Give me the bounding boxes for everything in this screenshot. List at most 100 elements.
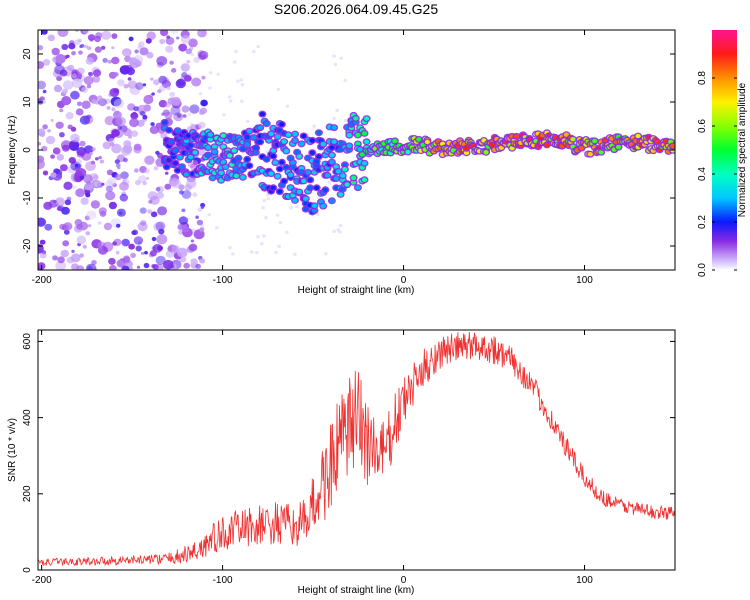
spectrogram-noise-blob [71, 51, 76, 56]
spectrogram-ridge-blob [298, 141, 305, 147]
spectrogram-noise-blob [38, 244, 44, 254]
spectrogram-ridge-blob [490, 142, 496, 148]
spectrogram-noise-blob [171, 245, 180, 253]
spectrogram-noise-blob [53, 200, 57, 204]
spectrogram-noise-blob [156, 185, 165, 193]
spectrogram-noise-blob [71, 249, 75, 253]
spectrogram-ridge-blob [598, 150, 604, 155]
spectrogram-noise-blob [343, 78, 348, 82]
spectrogram-ridge-blob [331, 139, 337, 144]
spectrogram-noise-blob [181, 225, 189, 233]
spectrogram-noise-blob [133, 145, 142, 154]
spectrogram-noise-blob [76, 150, 85, 158]
spectrogram-noise-blob [188, 73, 192, 77]
snr-plot-area [38, 330, 675, 570]
spectrogram-noise-blob [103, 222, 112, 231]
spectrogram-noise-blob [80, 43, 85, 48]
spectrogram-ridge-blob [314, 185, 320, 190]
spectrogram-noise-blob [142, 181, 147, 186]
spectrogram-noise-blob [50, 172, 57, 178]
spectrogram-ridge-blob [244, 134, 250, 140]
spectrogram-noise-blob [180, 35, 191, 44]
spectrogram-noise-blob [114, 173, 122, 181]
spectrogram-noise-blob [110, 142, 115, 147]
spectrogram-noise-blob [97, 95, 103, 100]
spectrogram-noise-blob [99, 159, 105, 164]
spectrogram-noise-blob [140, 251, 145, 255]
spectrogram-ridge-blob [309, 150, 315, 155]
spectrogram-noise-blob [158, 99, 168, 108]
spectrogram-noise-blob [105, 185, 113, 193]
spectrogram-noise-blob [134, 168, 139, 173]
spectrogram-noise-blob [228, 246, 232, 250]
spectrogram-ridge-blob [172, 148, 179, 153]
spectrogram-noise-blob [76, 235, 87, 245]
spectrogram-noise-blob [240, 99, 244, 103]
spectrogram-noise-blob [179, 190, 184, 195]
spectrogram-ridge-blob [168, 139, 174, 145]
spectrogram-noise-blob [130, 130, 139, 137]
spectrogram-noise-blob [215, 226, 219, 230]
spectrogram-noise-blob [336, 228, 341, 232]
spectrogram-ridge-blob [592, 138, 598, 144]
spectrogram-noise-blob [111, 56, 120, 65]
spectrogram-noise-blob [98, 207, 107, 215]
spectrogram-ridge-blob [355, 185, 361, 190]
spectrogram-noise-blob [73, 224, 83, 233]
spectrogram-noise-blob [115, 163, 121, 168]
spectrogram-noise-blob [316, 212, 320, 217]
spectrogram-noise-blob [196, 147, 206, 156]
spectrogram-ridge-blob [303, 196, 309, 201]
spectrogram-ridge-blob [244, 142, 250, 147]
spectrogram-noise-blob [191, 228, 196, 232]
spectrogram-ridge-blob [253, 150, 259, 155]
spectrogram-noise-blob [127, 77, 132, 81]
spectrogram-ridge-blob [364, 139, 370, 144]
spectrogram-noise-blob [155, 150, 160, 155]
spectrogram-ridge-blob [188, 154, 194, 160]
spectrogram-ridge-blob [331, 125, 337, 130]
spectrogram-noise-blob [208, 86, 212, 90]
spectrogram-noise-blob [121, 146, 132, 156]
spectrogram-noise-blob [111, 143, 122, 154]
spectrogram-ridge-blob [292, 138, 298, 143]
spectrogram-ridge-blob [246, 163, 252, 168]
spectrogram-noise-blob [120, 171, 129, 180]
spectrogram-ridge-blob [615, 144, 622, 150]
spectrogram-noise-blob [222, 113, 226, 117]
spectrogram-ridge-blob [361, 161, 368, 166]
spectrogram-noise-blob [76, 265, 85, 270]
spectrogram-ridge-blob [240, 175, 246, 180]
spectrogram-noise-blob [145, 38, 152, 44]
spectrogram-noise-blob [151, 236, 157, 242]
spectrogram-ridge-blob [207, 132, 213, 137]
spectrogram-noise-blob [180, 63, 190, 72]
spectrogram-noise-blob [116, 223, 121, 228]
spectrogram-noise-blob [111, 46, 115, 50]
spectrogram-ridge-blob [338, 192, 344, 197]
spectrogram-noise-blob [66, 196, 72, 201]
spectrogram-noise-blob [166, 35, 171, 39]
spectrogram-ridge-blob [544, 142, 550, 148]
spectrogram-noise-blob [144, 168, 150, 174]
spectrogram-ridge-blob [253, 145, 259, 151]
spectrogram-ridge-blob [364, 116, 370, 121]
spectrogram-ridge-blob [301, 133, 307, 139]
spectrogram-ridge-blob [309, 138, 315, 143]
spectrogram-noise-blob [188, 243, 198, 252]
spectrogram-noise-blob [107, 59, 112, 64]
spectrogram-noise-blob [182, 114, 187, 118]
spectrogram-noise-blob [133, 236, 144, 245]
spectrogram-ridge-blob [166, 128, 172, 133]
spectrogram-noise-blob [101, 45, 106, 50]
snr-y-tick-label: 200 [22, 485, 33, 502]
spectrogram-ridge-blob [231, 148, 237, 153]
spectrogram-noise-blob [207, 213, 212, 217]
spectrogram-ridge-blob [277, 166, 283, 172]
spectrogram-ridge-blob [277, 189, 283, 194]
spectrogram-noise-blob [42, 89, 47, 94]
spectrogram-noise-blob [265, 193, 270, 197]
spectrogram-ridge-blob [285, 132, 292, 137]
spectrogram-noise-blob [133, 106, 140, 112]
